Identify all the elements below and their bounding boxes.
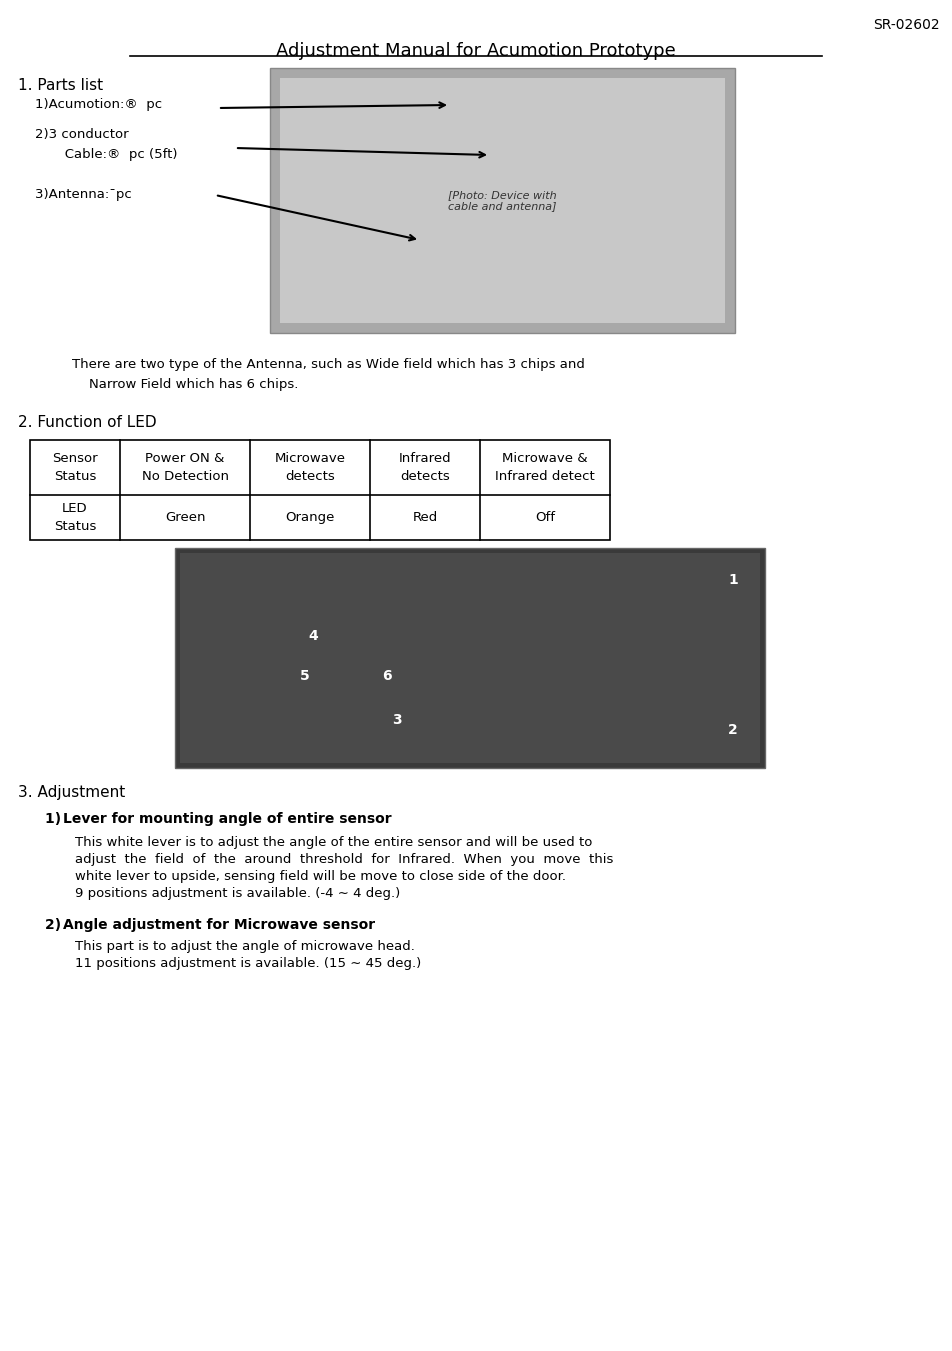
Text: 1): 1) [45, 812, 66, 825]
Text: 2. Function of LED: 2. Function of LED [18, 415, 157, 430]
Text: There are two type of the Antenna, such as Wide field which has 3 chips and: There are two type of the Antenna, such … [55, 358, 585, 372]
Text: Green: Green [165, 511, 206, 524]
Text: 5: 5 [300, 669, 309, 684]
Text: LED
Status: LED Status [54, 503, 96, 534]
Text: SR-02602: SR-02602 [873, 18, 940, 32]
Text: Microwave &
Infrared detect: Microwave & Infrared detect [495, 453, 595, 484]
Text: This white lever is to adjust the angle of the entire sensor and will be used to: This white lever is to adjust the angle … [75, 836, 592, 848]
Text: Lever for mounting angle of entire sensor: Lever for mounting angle of entire senso… [63, 812, 391, 825]
Text: 2: 2 [728, 723, 738, 738]
Text: Narrow Field which has 6 chips.: Narrow Field which has 6 chips. [55, 378, 298, 390]
Text: white lever to upside, sensing field will be move to close side of the door.: white lever to upside, sensing field wil… [75, 870, 566, 884]
Bar [30, 440, 610, 540]
Text: Infrared
detects: Infrared detects [399, 453, 451, 484]
Text: 9 positions adjustment is available. (-4 ∼ 4 deg.): 9 positions adjustment is available. (-4… [75, 888, 400, 900]
Text: Angle adjustment for Microwave sensor: Angle adjustment for Microwave sensor [63, 917, 375, 932]
Text: Red: Red [412, 511, 438, 524]
Text: 3: 3 [392, 713, 402, 727]
Bar [280, 78, 725, 323]
Text: 2)3 conductor: 2)3 conductor [18, 128, 129, 141]
Text: Adjustment Manual for Acumotion Prototype: Adjustment Manual for Acumotion Prototyp… [276, 42, 676, 59]
Text: 1: 1 [728, 573, 738, 586]
Bar [270, 68, 735, 332]
Bar [180, 553, 760, 763]
Text: [Photo: Device with
cable and antenna]: [Photo: Device with cable and antenna] [448, 189, 557, 211]
Text: 1. Parts list: 1. Parts list [18, 78, 103, 93]
Text: 2): 2) [45, 917, 66, 932]
Text: Off: Off [535, 511, 555, 524]
Bar [175, 549, 765, 767]
Text: Microwave
detects: Microwave detects [274, 453, 346, 484]
Text: 11 positions adjustment is available. (15 ∼ 45 deg.): 11 positions adjustment is available. (1… [75, 957, 421, 970]
Text: 3. Adjustment: 3. Adjustment [18, 785, 126, 800]
Text: This part is to adjust the angle of microwave head.: This part is to adjust the angle of micr… [75, 940, 415, 952]
Text: 3)Antenna:¯pc: 3)Antenna:¯pc [18, 188, 131, 201]
Text: 6: 6 [382, 669, 392, 684]
Text: 1)Acumotion:®  pc: 1)Acumotion:® pc [18, 99, 162, 111]
Text: adjust  the  field  of  the  around  threshold  for  Infrared.  When  you  move : adjust the field of the around threshold… [75, 852, 613, 866]
Text: Orange: Orange [286, 511, 335, 524]
Text: Sensor
Status: Sensor Status [52, 453, 98, 484]
Text: Power ON &
No Detection: Power ON & No Detection [142, 453, 228, 484]
Text: 4: 4 [308, 630, 318, 643]
Text: Cable:®  pc (5ft): Cable:® pc (5ft) [18, 149, 177, 161]
